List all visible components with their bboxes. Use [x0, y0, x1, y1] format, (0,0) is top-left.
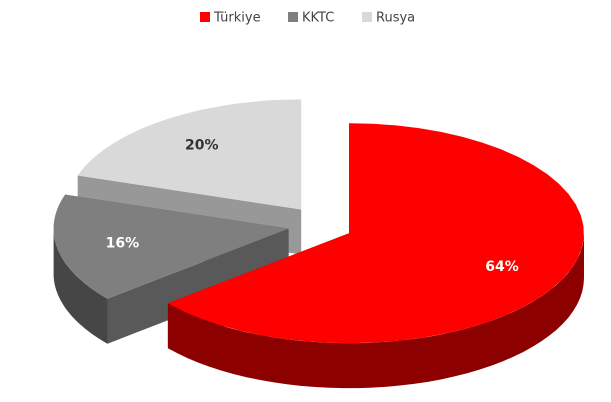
slice-wall — [53, 228, 108, 344]
legend-label: Rusya — [376, 11, 415, 26]
data-label: 16% — [106, 235, 140, 251]
legend-label: KKTC — [302, 11, 334, 26]
slice — [53, 194, 289, 344]
slice-wall — [167, 233, 584, 389]
legend-swatch — [200, 12, 210, 22]
legend-swatch — [362, 12, 372, 22]
data-label: 20% — [185, 137, 219, 153]
slice-top — [167, 123, 584, 344]
data-label: 64% — [485, 259, 519, 275]
slice — [167, 123, 584, 389]
slice-top — [77, 99, 302, 210]
legend-swatch — [288, 12, 298, 22]
legend-label: Türkiye — [213, 11, 261, 26]
slice-top — [53, 194, 289, 299]
